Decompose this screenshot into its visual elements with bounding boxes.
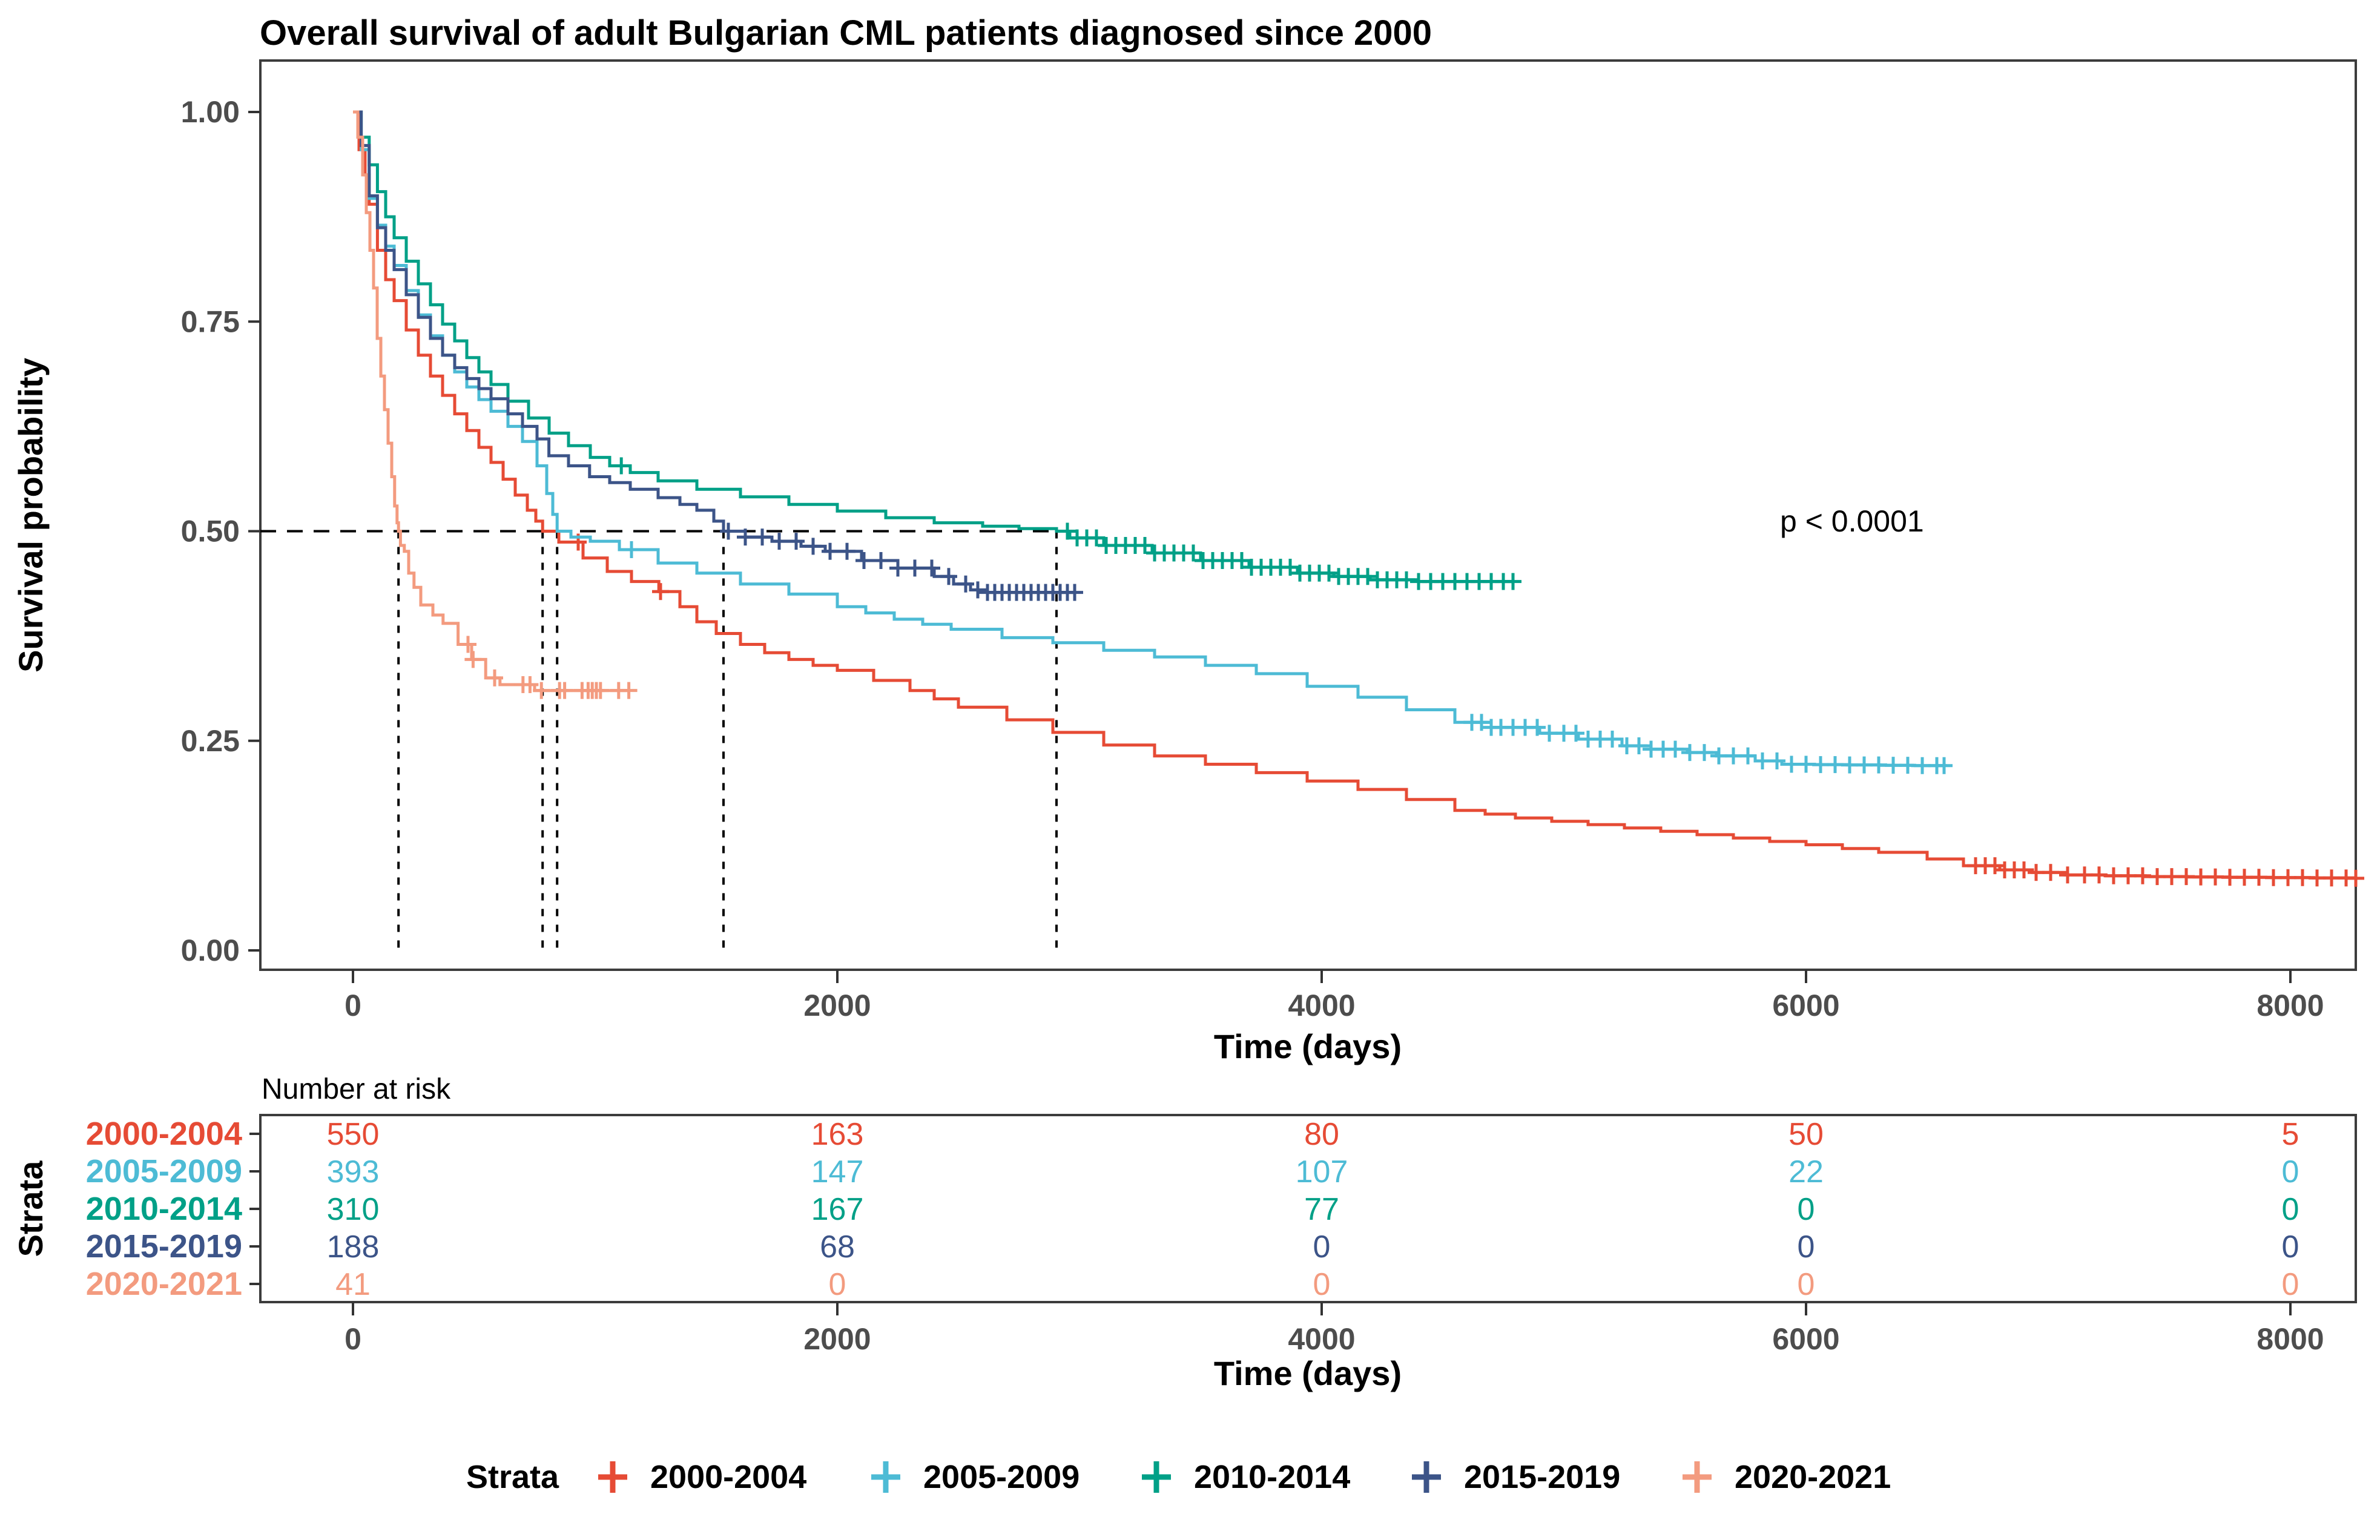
legend-item-2005-2009: 2005-2009 (871, 1459, 1080, 1495)
chart-title: Overall survival of adult Bulgarian CML … (260, 13, 1432, 53)
legend-item-label: 2020-2021 (1735, 1459, 1891, 1495)
pvalue-annotation: p < 0.0001 (1780, 504, 1924, 538)
legend-item-2020-2021: 2020-2021 (1683, 1459, 1891, 1495)
censor-marks-2005-2009 (623, 541, 1953, 774)
risk-x-tick-label: 4000 (1288, 1322, 1355, 1356)
legend: Strata 2000-2004 2005-2009 2010-2014 2015-2… (466, 1459, 1891, 1495)
y-axis-tick-label: 0.75 (181, 304, 240, 338)
risk-count-2005-2009-t4000: 107 (1296, 1154, 1348, 1190)
risk-x-tick-label: 6000 (1772, 1322, 1839, 1356)
plot-dynamic-layer: 1.00 0.75 0.50 0.25 0.00 0 2000 4000 6000 8000 (181, 95, 2364, 1022)
y-axis-tick-label: 1.00 (181, 95, 240, 129)
y-axis-tick-label: 0.25 (181, 724, 240, 758)
censor-marks-2010-2014 (613, 457, 1521, 590)
risk-count-2020-2021-t6000: 0 (1798, 1267, 1815, 1302)
censor-marks-2000-2004 (570, 533, 2364, 887)
legend-item-label: 2010-2014 (1194, 1459, 1350, 1495)
risk-count-2000-2004-t2000: 163 (811, 1117, 864, 1152)
x-axis-tick-label: 2000 (803, 989, 871, 1022)
x-axis-tick-label: 4000 (1288, 989, 1355, 1022)
y-axis-tick-label: 0.50 (181, 515, 240, 548)
risk-table-strata-axis-label: Strata (12, 1160, 50, 1257)
legend-item-label: 2000-2004 (650, 1459, 806, 1495)
censor-marks-2015-2019 (720, 522, 1083, 601)
risk-count-2020-2021-t0: 41 (335, 1267, 371, 1302)
risk-count-2015-2019-t8000: 0 (2282, 1229, 2299, 1265)
risk-table-x-axis-title: Time (days) (1214, 1354, 1402, 1392)
risk-x-tick-label: 2000 (803, 1322, 871, 1356)
x-axis-tick-label: 6000 (1772, 989, 1839, 1022)
legend-item-label: 2005-2009 (923, 1459, 1080, 1495)
legend-item-2015-2019: 2015-2019 (1412, 1459, 1620, 1495)
risk-count-2000-2004-t0: 550 (327, 1117, 380, 1152)
risk-count-2010-2014-t8000: 0 (2282, 1192, 2299, 1227)
risk-count-2005-2009-t0: 393 (327, 1154, 380, 1190)
plot-panel (259, 59, 2357, 971)
y-axis-tick-label: 0.00 (181, 933, 240, 967)
risk-row-label-2015-2019: 2015-2019 (86, 1228, 242, 1265)
risk-row-label-2010-2014: 2010-2014 (86, 1191, 242, 1227)
risk-count-2005-2009-t6000: 22 (1788, 1154, 1824, 1190)
risk-count-2005-2009-t8000: 0 (2282, 1154, 2299, 1190)
risk-count-2000-2004-t6000: 50 (1788, 1117, 1824, 1152)
risk-count-2020-2021-t2000: 0 (829, 1267, 846, 1302)
risk-x-tick-label: 0 (344, 1322, 361, 1356)
risk-count-2015-2019-t6000: 0 (1798, 1229, 1815, 1265)
x-axis-tick-label: 0 (344, 989, 361, 1022)
y-axis-title: Survival probability (12, 358, 50, 673)
risk-row-label-2005-2009: 2005-2009 (86, 1153, 242, 1190)
risk-table-header: Number at risk (262, 1073, 451, 1105)
risk-count-2010-2014-t0: 310 (327, 1192, 380, 1227)
risk-table-panel (259, 1114, 2357, 1303)
risk-count-2015-2019-t2000: 68 (820, 1229, 855, 1265)
legend-item-label: 2015-2019 (1464, 1459, 1620, 1495)
risk-count-2010-2014-t4000: 77 (1304, 1192, 1339, 1227)
x-axis-title: Time (days) (1214, 1027, 1402, 1065)
legend-item-2000-2004: 2000-2004 (598, 1459, 806, 1495)
censor-marks-2020-2021 (460, 636, 638, 699)
x-axis-tick-label: 8000 (2256, 989, 2324, 1022)
survival-curve-2000-2004 (353, 110, 2358, 880)
risk-count-2015-2019-t0: 188 (327, 1229, 380, 1265)
risk-count-2010-2014-t2000: 167 (811, 1192, 864, 1227)
legend-title: Strata (466, 1459, 559, 1495)
risk-count-2010-2014-t6000: 0 (1798, 1192, 1815, 1227)
risk-count-2000-2004-t4000: 80 (1304, 1117, 1339, 1152)
risk-row-label-2020-2021: 2020-2021 (86, 1266, 242, 1302)
risk-x-tick-label: 8000 (2256, 1322, 2324, 1356)
risk-count-2000-2004-t8000: 5 (2282, 1117, 2299, 1152)
risk-count-2020-2021-t4000: 0 (1313, 1267, 1331, 1302)
risk-table-dynamic-layer: 2000-2004 550 163 80 50 5 2005-2009 393 147 107 22… (86, 1116, 2324, 1356)
legend-item-2010-2014: 2010-2014 (1142, 1459, 1350, 1495)
risk-count-2015-2019-t4000: 0 (1313, 1229, 1331, 1265)
risk-count-2020-2021-t8000: 0 (2282, 1267, 2299, 1302)
risk-row-label-2000-2004: 2000-2004 (86, 1116, 242, 1152)
risk-count-2005-2009-t2000: 147 (811, 1154, 864, 1190)
